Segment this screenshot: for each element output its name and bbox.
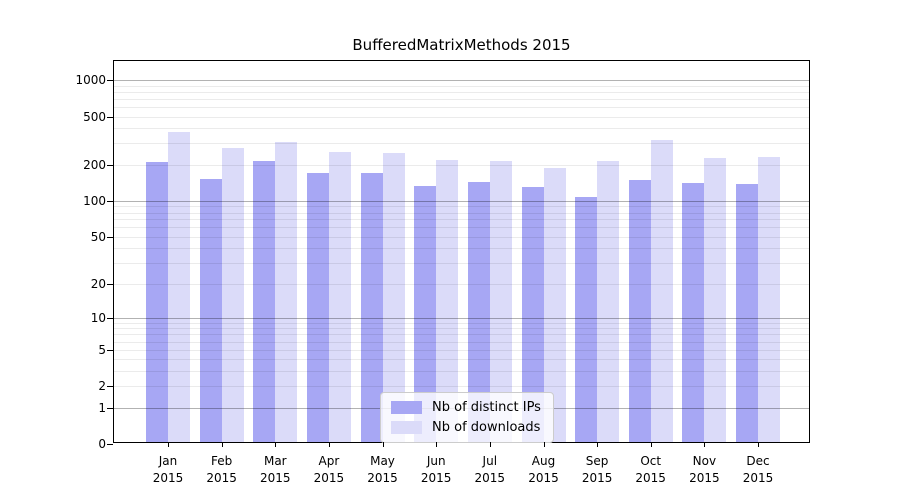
x-tick-label-mar: Mar 2015	[260, 454, 291, 485]
bar-jun-downloads	[436, 160, 459, 442]
x-tick-apr	[328, 442, 330, 447]
bar-may-distinct-ips	[360, 173, 383, 442]
bar-jul-downloads	[489, 161, 512, 442]
x-tick-jun	[436, 442, 438, 447]
bar-mar-distinct-ips	[253, 161, 276, 442]
x-tick-aug	[543, 442, 545, 447]
legend-swatch-distinct-ips	[391, 401, 422, 414]
x-tick-may	[382, 442, 384, 447]
x-tick-mar	[275, 442, 277, 447]
y-tick-label-1000: 1000	[75, 73, 106, 87]
y-tick-2	[107, 386, 113, 388]
y-tick-label-0: 0	[98, 437, 106, 451]
y-tick-10	[107, 317, 113, 319]
x-tick-label-oct: Oct 2015	[635, 454, 666, 485]
y-tick-label-2: 2	[98, 379, 106, 394]
y-tick-label-50: 50	[90, 229, 106, 244]
y-tick-label-100: 100	[83, 193, 106, 208]
y-tick-0	[107, 444, 113, 445]
bar-feb-downloads	[221, 148, 244, 442]
bar-nov-downloads	[704, 157, 727, 442]
x-tick-sep	[597, 442, 599, 447]
y-tick-label-500: 500	[83, 109, 106, 124]
bar-oct-distinct-ips	[628, 179, 651, 442]
legend-swatch-downloads	[391, 421, 422, 434]
bar-dec-downloads	[758, 156, 780, 442]
bar-jan-distinct-ips	[146, 162, 168, 442]
bar-jan-downloads	[168, 131, 190, 442]
legend-label-downloads: Nb of downloads	[432, 420, 541, 435]
x-tick-label-apr: Apr 2015	[313, 454, 345, 485]
bar-sep-downloads	[597, 161, 620, 442]
x-tick-jan	[168, 442, 169, 447]
y-tick-50	[107, 236, 113, 238]
y-tick-label-200: 200	[83, 157, 106, 172]
bar-feb-distinct-ips	[199, 178, 222, 442]
y-tick-1000	[107, 80, 113, 81]
bar-apr-downloads	[328, 151, 351, 442]
bar-sep-distinct-ips	[575, 196, 598, 442]
x-tick-feb	[221, 442, 223, 447]
x-tick-dec	[758, 442, 759, 447]
bar-mar-downloads	[275, 142, 298, 442]
bar-dec-distinct-ips	[736, 183, 758, 442]
y-tick-label-1: 1	[98, 400, 106, 415]
x-tick-label-may: May 2015	[367, 454, 398, 485]
bar-nov-distinct-ips	[682, 182, 705, 442]
legend: Nb of distinct IPs Nb of downloads	[380, 392, 554, 443]
x-tick-label-sep: Sep 2015	[581, 454, 613, 485]
plot-area: 0 1 2 5 10 20 50 100 200 500 1000 Jan 2015 Feb 2015 M…	[75, 60, 810, 485]
x-tick-label-jun: Jun 2015	[420, 454, 452, 485]
x-tick-label-jul: Jul 2015	[474, 454, 506, 485]
y-tick-200	[107, 164, 113, 166]
x-tick-label-feb: Feb 2015	[206, 454, 237, 485]
bar-jul-distinct-ips	[467, 182, 490, 442]
bar-aug-distinct-ips	[521, 186, 544, 442]
y-tick-1	[107, 407, 113, 409]
bar-oct-downloads	[650, 139, 673, 442]
legend-item-distinct-ips: Nb of distinct IPs	[391, 400, 541, 415]
y-tick-100	[107, 200, 113, 202]
y-tick-label-5: 5	[98, 342, 106, 357]
axis-layer: 0 1 2 5 10 20 50 100 200 500 1000 Jan 2015 Feb 2015 M…	[75, 61, 809, 485]
bars-layer	[114, 61, 809, 442]
y-tick-500	[107, 116, 113, 118]
y-tick-label-20: 20	[90, 276, 106, 291]
bar-aug-downloads	[543, 167, 566, 442]
legend-label-distinct-ips: Nb of distinct IPs	[432, 400, 541, 415]
bar-apr-distinct-ips	[306, 173, 329, 442]
bar-jun-distinct-ips	[414, 186, 437, 442]
x-tick-jul	[489, 442, 491, 447]
x-tick-label-jan: Jan 2015	[152, 454, 184, 485]
y-tick-5	[107, 349, 113, 351]
x-tick-oct	[650, 442, 652, 447]
x-tick-nov	[704, 442, 706, 447]
y-tick-label-10: 10	[90, 310, 106, 325]
x-tick-label-nov: Nov 2015	[689, 454, 720, 485]
x-tick-label-dec: Dec 2015	[742, 454, 774, 485]
bar-may-downloads	[382, 153, 405, 442]
y-tick-20	[107, 283, 113, 285]
chart-title: BufferedMatrixMethods 2015	[352, 36, 571, 54]
x-tick-label-aug: Aug 2015	[528, 454, 559, 485]
legend-item-downloads: Nb of downloads	[391, 420, 541, 435]
